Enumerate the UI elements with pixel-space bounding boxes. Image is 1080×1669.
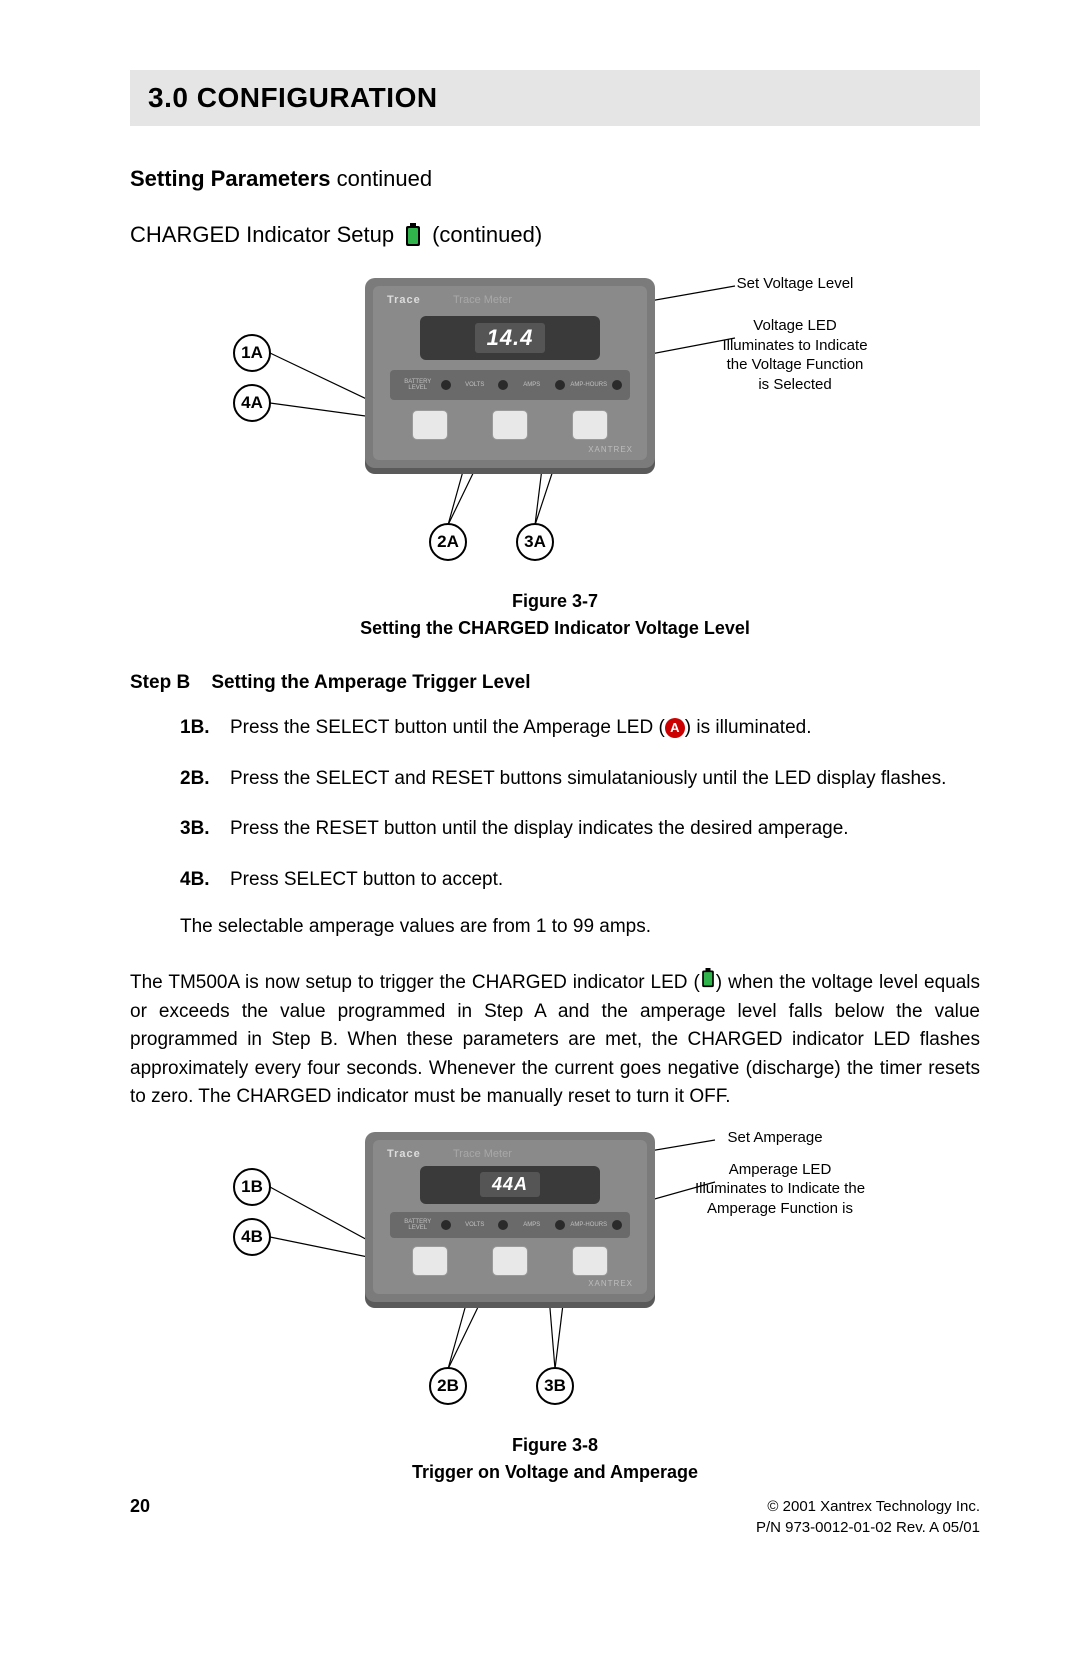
- step-num: 1B.: [180, 714, 218, 743]
- figure-2-caption: Figure 3-8 Trigger on Voltage and Ampera…: [130, 1432, 980, 1486]
- device-brandmark: XANTREX: [588, 1279, 633, 1288]
- list-item: 3B. Press the RESET button until the dis…: [180, 815, 980, 844]
- subheading-1-bold: Setting Parameters: [130, 166, 331, 191]
- figure-2-area: Trace Trace Meter 44A BATTERYLEVEL VOLTS…: [195, 1132, 915, 1412]
- device-led-strip: BATTERYLEVEL VOLTS AMPS AMP-HOURS: [390, 370, 630, 400]
- list-item: 1B. Press the SELECT button until the Am…: [180, 714, 980, 743]
- subheading-2-rest: (continued): [432, 222, 542, 248]
- list-item: 2B. Press the SELECT and RESET buttons s…: [180, 765, 980, 794]
- callout-3a: 3A: [516, 523, 554, 561]
- callout-1a: 1A: [233, 334, 271, 372]
- callout-3b: 3B: [536, 1367, 574, 1405]
- device-button: [412, 410, 448, 440]
- figure-2-caption-line2: Trigger on Voltage and Amperage: [130, 1459, 980, 1486]
- device-button: [412, 1246, 448, 1276]
- step-text: Press the SELECT and RESET buttons simul…: [230, 765, 980, 794]
- device-display-value: 44A: [480, 1172, 540, 1197]
- footer-partno: P/N 973-0012-01-02 Rev. A 05/01: [756, 1517, 980, 1538]
- step-b-note: The selectable amperage values are from …: [130, 916, 980, 938]
- amperage-led-icon: A: [665, 718, 685, 738]
- figure-2-caption-line1: Figure 3-8: [130, 1432, 980, 1459]
- callout-4a: 4A: [233, 384, 271, 422]
- device-display: 14.4: [420, 316, 600, 360]
- footer-right: © 2001 Xantrex Technology Inc. P/N 973-0…: [756, 1496, 980, 1538]
- device-button: [572, 410, 608, 440]
- footer-copyright: © 2001 Xantrex Technology Inc.: [756, 1496, 980, 1517]
- callout-1b: 1B: [233, 1168, 271, 1206]
- body-paragraph: The TM500A is now setup to trigger the C…: [130, 968, 980, 1112]
- figure-1-area: Trace Trace Meter 14.4 BATTERYLEVEL VOLT…: [195, 268, 915, 568]
- figure2-label-top: Set Amperage: [675, 1128, 875, 1148]
- figure1-label-top: Set Voltage Level: [695, 274, 895, 294]
- section-number: 3.0: [148, 82, 188, 113]
- subheading-1-rest: continued: [331, 166, 433, 191]
- step-b-title: Setting the Amperage Trigger Level: [211, 672, 530, 693]
- callout-2b: 2B: [429, 1367, 467, 1405]
- device-figure-1: Trace Trace Meter 14.4 BATTERYLEVEL VOLT…: [365, 278, 655, 468]
- step-text: Press the RESET button until the display…: [230, 815, 980, 844]
- subheading-1: Setting Parameters continued: [130, 166, 980, 192]
- step-text: Press SELECT button to accept.: [230, 866, 980, 895]
- device-display: 44A: [420, 1166, 600, 1204]
- callout-4b: 4B: [233, 1218, 271, 1256]
- figure-1-caption: Figure 3-7 Setting the CHARGED Indicator…: [130, 588, 980, 642]
- callout-2a: 2A: [429, 523, 467, 561]
- subheading-2-bold: CHARGED Indicator Setup: [130, 222, 394, 248]
- page-footer: 20 © 2001 Xantrex Technology Inc. P/N 97…: [130, 1496, 980, 1538]
- device-brandmark: XANTREX: [588, 445, 633, 454]
- device-figure-2: Trace Trace Meter 44A BATTERYLEVEL VOLTS…: [365, 1132, 655, 1302]
- figure-1-caption-line1: Figure 3-7: [130, 588, 980, 615]
- list-item: 4B. Press SELECT button to accept.: [180, 866, 980, 895]
- device-button: [492, 410, 528, 440]
- figure1-label-mid: Voltage LED Illuminates to Indicate the …: [685, 316, 905, 394]
- page-number: 20: [130, 1496, 150, 1517]
- figure-1-caption-line2: Setting the CHARGED Indicator Voltage Le…: [130, 615, 980, 642]
- device-led-strip: BATTERYLEVEL VOLTS AMPS AMP-HOURS: [390, 1212, 630, 1238]
- device-brand: Trace: [387, 1148, 421, 1160]
- step-b-header: Step B Setting the Amperage Trigger Leve…: [130, 672, 980, 694]
- section-banner: 3.0 CONFIGURATION: [130, 70, 980, 126]
- device-title: Trace Meter: [453, 294, 512, 306]
- device-button: [572, 1246, 608, 1276]
- device-title: Trace Meter: [453, 1148, 512, 1160]
- step-b-label: Step B: [130, 672, 190, 693]
- device-button: [492, 1246, 528, 1276]
- device-brand: Trace: [387, 294, 421, 306]
- step-b-list: 1B. Press the SELECT button until the Am…: [130, 714, 980, 894]
- step-num: 3B.: [180, 815, 218, 844]
- device-button-row: [390, 410, 630, 440]
- section-title: CONFIGURATION: [197, 82, 438, 113]
- step-text: Press the SELECT button until the Ampera…: [230, 714, 980, 743]
- figure2-label-mid: Amperage LED Illuminates to Indicate the…: [665, 1160, 895, 1219]
- battery-icon: [404, 223, 422, 247]
- device-display-value: 14.4: [475, 323, 546, 353]
- step-num: 2B.: [180, 765, 218, 794]
- step-num: 4B.: [180, 866, 218, 895]
- battery-icon: [700, 968, 716, 998]
- subheading-2: CHARGED Indicator Setup (continued): [130, 222, 980, 248]
- device-button-row: [390, 1246, 630, 1276]
